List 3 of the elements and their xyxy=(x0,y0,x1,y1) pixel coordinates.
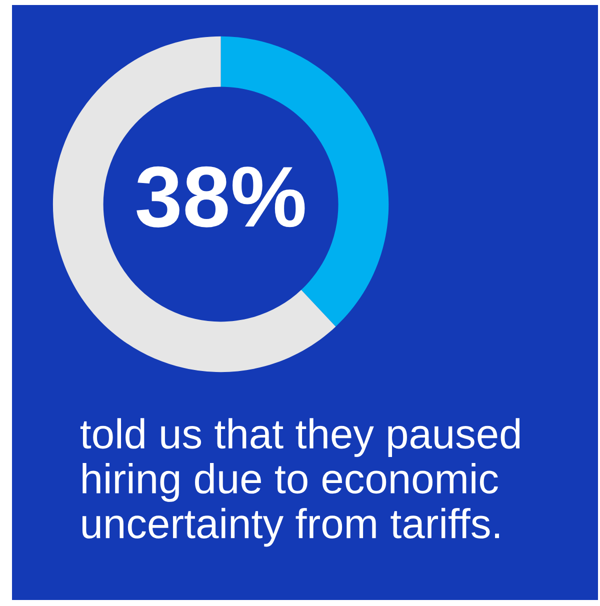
data-label: 38% xyxy=(136,166,305,228)
text: told us that they paused hiring due to economic uncertainty from tariffs. xyxy=(80,418,520,547)
donut-slice xyxy=(52,36,336,372)
